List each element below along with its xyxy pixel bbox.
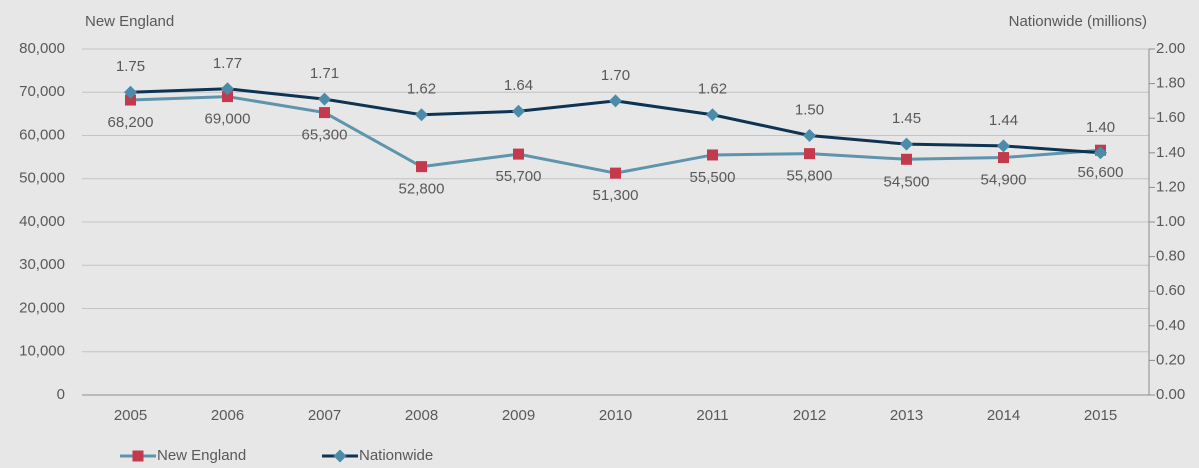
data-point — [221, 82, 234, 96]
y-tick-label: 0 — [57, 386, 65, 403]
data-point — [900, 137, 913, 151]
y2-tick-label: 0.40 — [1156, 317, 1185, 334]
data-label: 1.44 — [989, 112, 1018, 129]
y-tick-label: 10,000 — [19, 343, 65, 360]
y2-tick-label: 0.20 — [1156, 351, 1185, 368]
x-tick-label: 2008 — [405, 407, 438, 424]
data-label: 1.40 — [1086, 119, 1115, 136]
data-point — [804, 148, 815, 160]
data-label: 54,500 — [884, 173, 930, 190]
data-label: 69,000 — [205, 111, 251, 128]
legend-label: Nationwide — [359, 447, 433, 464]
x-tick-label: 2005 — [114, 407, 147, 424]
x-tick-label: 2009 — [502, 407, 535, 424]
data-label: 56,600 — [1078, 164, 1124, 181]
y2-axis-title: Nationwide (millions) — [1009, 13, 1147, 30]
y2-tick-label: 0.00 — [1156, 386, 1185, 403]
data-label: 1.50 — [795, 101, 824, 118]
data-point — [998, 152, 1009, 164]
y2-tick-label: 1.00 — [1156, 213, 1185, 230]
data-label: 55,700 — [496, 168, 542, 185]
y2-tick-label: 0.80 — [1156, 248, 1185, 265]
data-point — [124, 85, 137, 99]
data-label: 1.45 — [892, 110, 921, 127]
y2-tick-label: 1.80 — [1156, 75, 1185, 92]
x-tick-label: 2011 — [696, 407, 728, 424]
y-tick-label: 50,000 — [19, 170, 65, 187]
data-point — [706, 108, 719, 122]
data-label: 65,300 — [302, 127, 348, 144]
data-point — [318, 92, 331, 106]
y2-tick-label: 2.00 — [1156, 40, 1185, 57]
x-tick-label: 2013 — [890, 407, 923, 424]
y-tick-label: 80,000 — [19, 40, 65, 57]
legend-marker — [333, 449, 347, 463]
data-point — [512, 104, 525, 118]
legend-label: New England — [157, 447, 246, 464]
data-point — [416, 161, 427, 173]
data-label: 1.75 — [116, 58, 145, 75]
data-label: 55,500 — [690, 169, 736, 186]
y-tick-label: 20,000 — [19, 299, 65, 316]
y-tick-label: 70,000 — [19, 83, 65, 100]
data-label: 68,200 — [108, 114, 154, 131]
y2-tick-label: 1.40 — [1156, 144, 1185, 161]
data-point — [319, 107, 330, 119]
y-axis-title: New England — [85, 13, 174, 30]
y-tick-label: 40,000 — [19, 213, 65, 230]
data-point — [803, 129, 816, 142]
data-label: 1.70 — [601, 67, 630, 84]
data-label: 1.64 — [504, 77, 533, 94]
y-tick-label: 60,000 — [19, 126, 65, 143]
x-tick-label: 2012 — [793, 407, 826, 424]
x-tick-label: 2015 — [1084, 407, 1117, 424]
data-label: 51,300 — [593, 187, 639, 204]
y-tick-label: 30,000 — [19, 256, 65, 273]
data-label: 1.62 — [407, 81, 436, 98]
y2-tick-label: 0.60 — [1156, 282, 1185, 299]
data-point — [1094, 146, 1107, 160]
data-point — [415, 108, 428, 122]
x-tick-label: 2006 — [211, 407, 244, 424]
data-point — [901, 153, 912, 165]
y2-tick-label: 1.20 — [1156, 178, 1185, 195]
data-label: 1.62 — [698, 81, 727, 98]
series-line — [130, 95, 1101, 175]
data-point — [125, 94, 136, 106]
data-label: 52,800 — [399, 181, 445, 198]
x-tick-label: 2014 — [987, 407, 1020, 424]
data-point — [610, 167, 621, 179]
data-point — [609, 94, 622, 108]
x-tick-label: 2007 — [308, 407, 341, 424]
data-point — [707, 149, 718, 161]
data-point — [997, 139, 1010, 153]
data-label: 1.77 — [213, 55, 242, 72]
x-tick-label: 2010 — [599, 407, 632, 424]
data-label: 54,900 — [981, 172, 1027, 189]
data-point — [222, 91, 233, 103]
data-label: 1.71 — [310, 65, 339, 82]
data-point — [513, 148, 524, 160]
legend-marker — [132, 450, 144, 462]
data-label: 55,800 — [787, 168, 833, 185]
y2-tick-label: 1.60 — [1156, 109, 1185, 126]
